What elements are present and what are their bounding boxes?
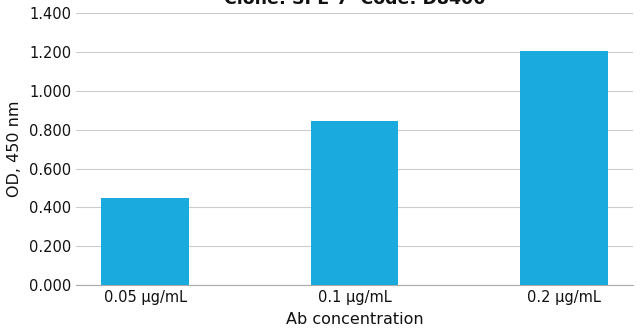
Y-axis label: OD, 450 nm: OD, 450 nm (7, 101, 22, 197)
Bar (520, 51, 608, 285)
Text: Clone: SPE-7  Code: D8406: Clone: SPE-7 Code: D8406 (224, 0, 485, 8)
Bar (101, 198, 189, 285)
Bar (310, 121, 399, 285)
X-axis label: Ab concentration: Ab concentration (285, 312, 423, 327)
